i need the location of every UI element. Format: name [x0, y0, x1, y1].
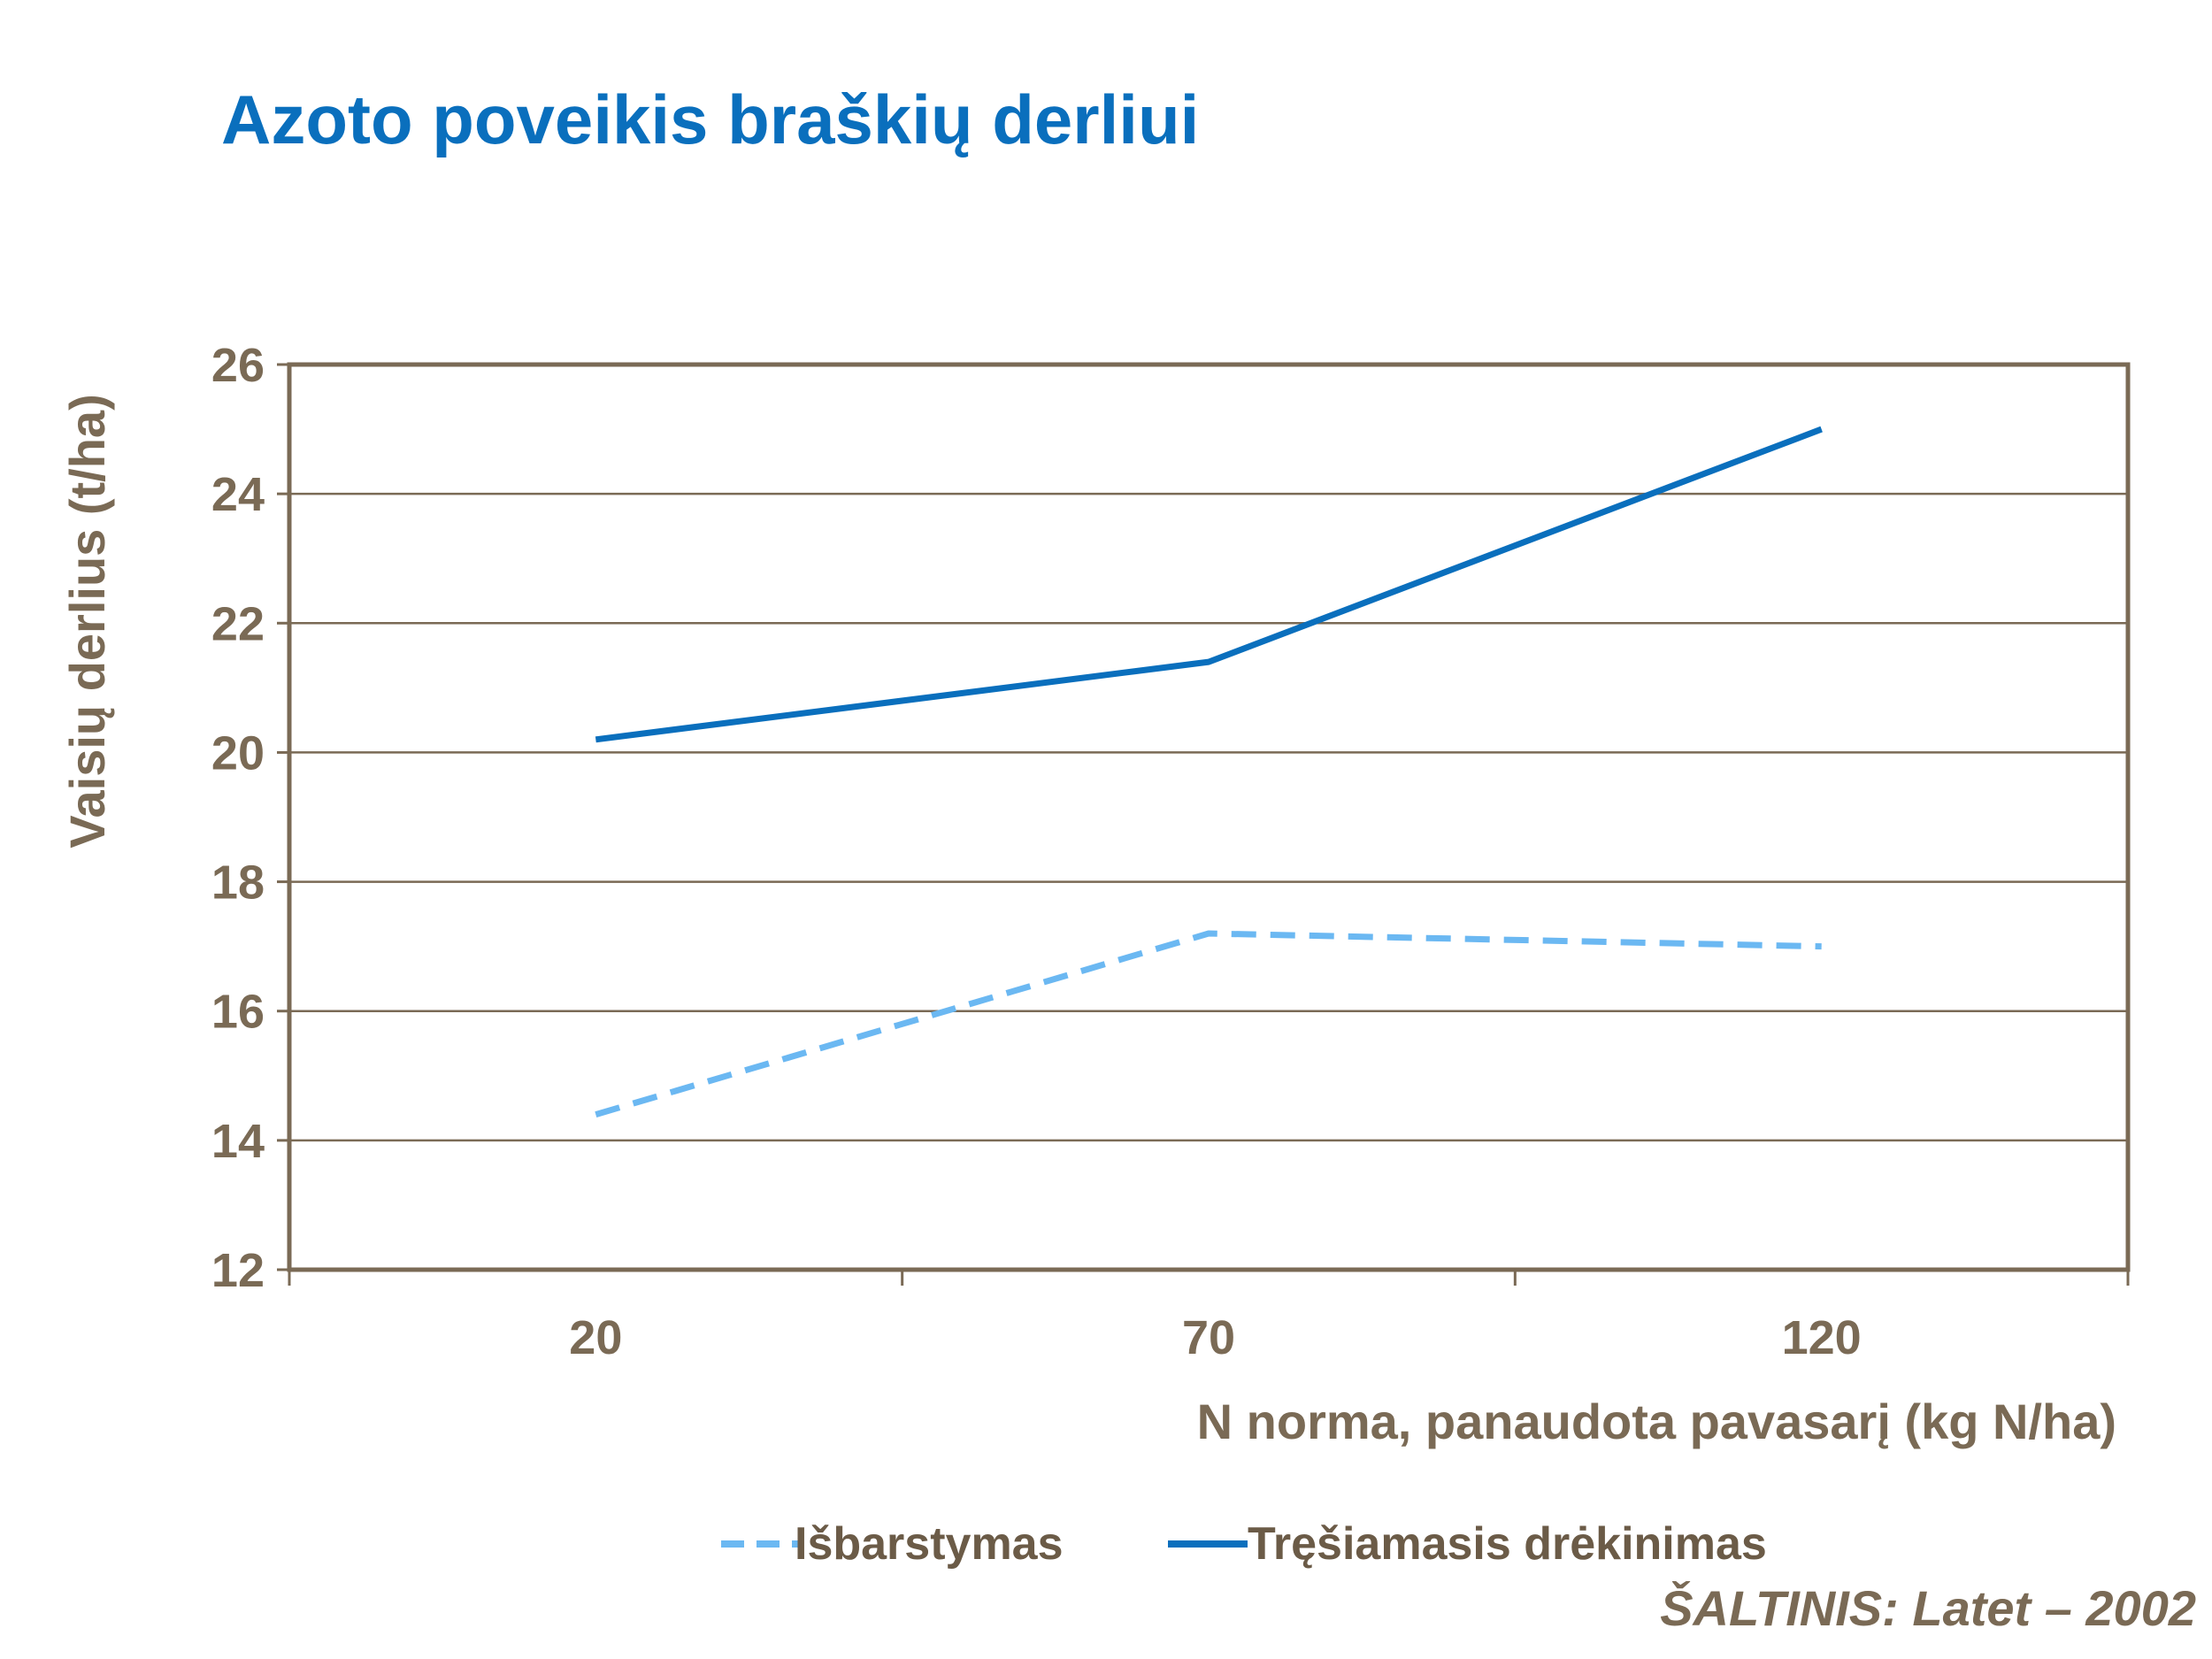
- series-line-1: [595, 426, 1823, 743]
- x-tick-label-70: 70: [1182, 1311, 1235, 1364]
- series-lines: [595, 426, 1823, 1118]
- chart-title: Azoto poveikis braškių derliui: [221, 81, 1200, 158]
- y-axis-label: Vaisių derlius (t/ha): [59, 394, 115, 848]
- x-tick-labels: 20 70 120: [288, 1270, 2130, 1364]
- x-axis-label: N norma, panaudota pavasarį (kg N/ha): [1197, 1394, 2116, 1449]
- series-line-0: [595, 930, 1822, 1118]
- y-tick-label-18: 18: [211, 856, 265, 910]
- plot-frame: [287, 362, 2131, 1272]
- legend-label-1: Tręšiamasis drėkinimas: [1248, 1518, 1767, 1570]
- y-tick-label-20: 20: [211, 726, 265, 780]
- y-tick-label-16: 16: [211, 986, 265, 1039]
- legend: Išbarstymas Tręšiamasis drėkinimas: [721, 1518, 1767, 1570]
- y-tick-label-12: 12: [211, 1244, 265, 1297]
- y-tick-label-24: 24: [211, 468, 265, 521]
- x-tick-label-20: 20: [569, 1311, 622, 1364]
- legend-label-0: Išbarstymas: [795, 1518, 1064, 1570]
- grid-lines: [289, 492, 2128, 1142]
- y-tick-label-22: 22: [211, 597, 265, 650]
- source-note: ŠALTINIS: Latet – 2002: [1660, 1580, 2196, 1636]
- y-tick-labels: 12 14 16 18 20 22 24 26: [211, 339, 289, 1297]
- y-tick-label-26: 26: [211, 339, 265, 392]
- x-tick-label-120: 120: [1782, 1311, 1862, 1364]
- y-tick-label-14: 14: [211, 1115, 265, 1168]
